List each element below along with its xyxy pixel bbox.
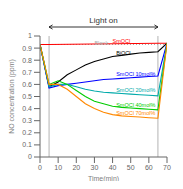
svg-text:0.2: 0.2: [22, 129, 32, 136]
svg-text:SmOCl 70mol%: SmOCl 70mol%: [116, 110, 155, 116]
svg-text:0.1: 0.1: [22, 141, 32, 148]
svg-text:Blank: Blank: [94, 40, 108, 46]
svg-text:0.5: 0.5: [22, 93, 32, 100]
svg-text:0.3: 0.3: [22, 117, 32, 124]
svg-text:40: 40: [109, 164, 117, 171]
svg-text:NO concentration (ppm): NO concentration (ppm): [8, 59, 16, 134]
svg-text:Time(min): Time(min): [88, 175, 119, 181]
svg-text:SmOCl: SmOCl: [113, 38, 131, 44]
svg-text:50: 50: [127, 164, 135, 171]
svg-text:0.9: 0.9: [22, 45, 32, 52]
svg-text:Light on: Light on: [89, 16, 117, 25]
svg-text:SmOCl 20mol%: SmOCl 20mol%: [116, 87, 155, 93]
svg-text:30: 30: [91, 164, 99, 171]
svg-text:SmOCl 40mol%: SmOCl 40mol%: [116, 102, 155, 108]
svg-text:SmOCl 10mol%: SmOCl 10mol%: [116, 71, 155, 77]
svg-text:1: 1: [28, 32, 32, 39]
svg-text:0.7: 0.7: [22, 69, 32, 76]
svg-text:BiOCl: BiOCl: [116, 50, 130, 56]
svg-text:70: 70: [163, 164, 171, 171]
svg-text:0.8: 0.8: [22, 57, 32, 64]
svg-text:0.6: 0.6: [22, 81, 32, 88]
svg-text:0: 0: [28, 153, 32, 160]
svg-text:0.4: 0.4: [22, 105, 32, 112]
svg-text:10: 10: [54, 164, 62, 171]
svg-text:60: 60: [145, 164, 153, 171]
svg-text:20: 20: [72, 164, 80, 171]
svg-text:0: 0: [38, 164, 42, 171]
